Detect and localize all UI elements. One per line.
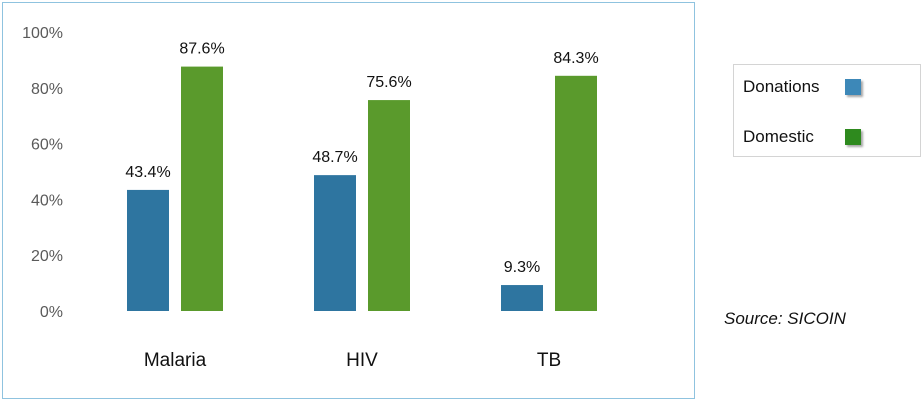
y-tick-label: 20%: [31, 248, 63, 265]
chart-frame: 0% 20% 40% 60% 80% 100% 43.4% 87.6% Malaria 48.7%…: [2, 2, 695, 399]
source-note: Source: SICOIN: [724, 309, 846, 328]
legend-swatch-domestic: [845, 129, 861, 145]
data-label: 48.7%: [312, 149, 357, 166]
data-label: 87.6%: [179, 41, 224, 58]
legend-item-domestic: Domestic: [743, 127, 861, 147]
y-tick-label: 0%: [40, 304, 63, 321]
legend-label: Domestic: [743, 127, 814, 146]
bar-donations-malaria: [127, 189, 169, 311]
legend-label: Donations: [743, 77, 820, 96]
data-label: 75.6%: [366, 74, 411, 91]
bar-domestic-hiv: [368, 100, 410, 312]
y-tick-label: 60%: [31, 137, 63, 154]
legend: Donations Domestic: [733, 64, 921, 157]
y-tick-label: 100%: [22, 25, 63, 42]
data-label: 43.4%: [125, 164, 170, 181]
x-category-label: HIV: [346, 350, 378, 371]
legend-item-donations: Donations: [743, 77, 861, 97]
bar-donations-hiv: [314, 175, 356, 311]
x-category-label: Malaria: [144, 350, 207, 371]
bar-chart: 0% 20% 40% 60% 80% 100% 43.4% 87.6% Malaria 48.7%…: [22, 25, 599, 371]
data-label: 9.3%: [504, 259, 540, 276]
bar-domestic-tb: [555, 75, 597, 311]
bar-donations-tb: [501, 285, 543, 311]
y-tick-label: 80%: [31, 81, 63, 98]
data-label: 84.3%: [553, 50, 598, 67]
y-tick-label: 40%: [31, 192, 63, 209]
legend-swatch-donations: [845, 79, 861, 95]
x-category-label: TB: [537, 350, 561, 371]
bar-domestic-malaria: [181, 66, 223, 311]
